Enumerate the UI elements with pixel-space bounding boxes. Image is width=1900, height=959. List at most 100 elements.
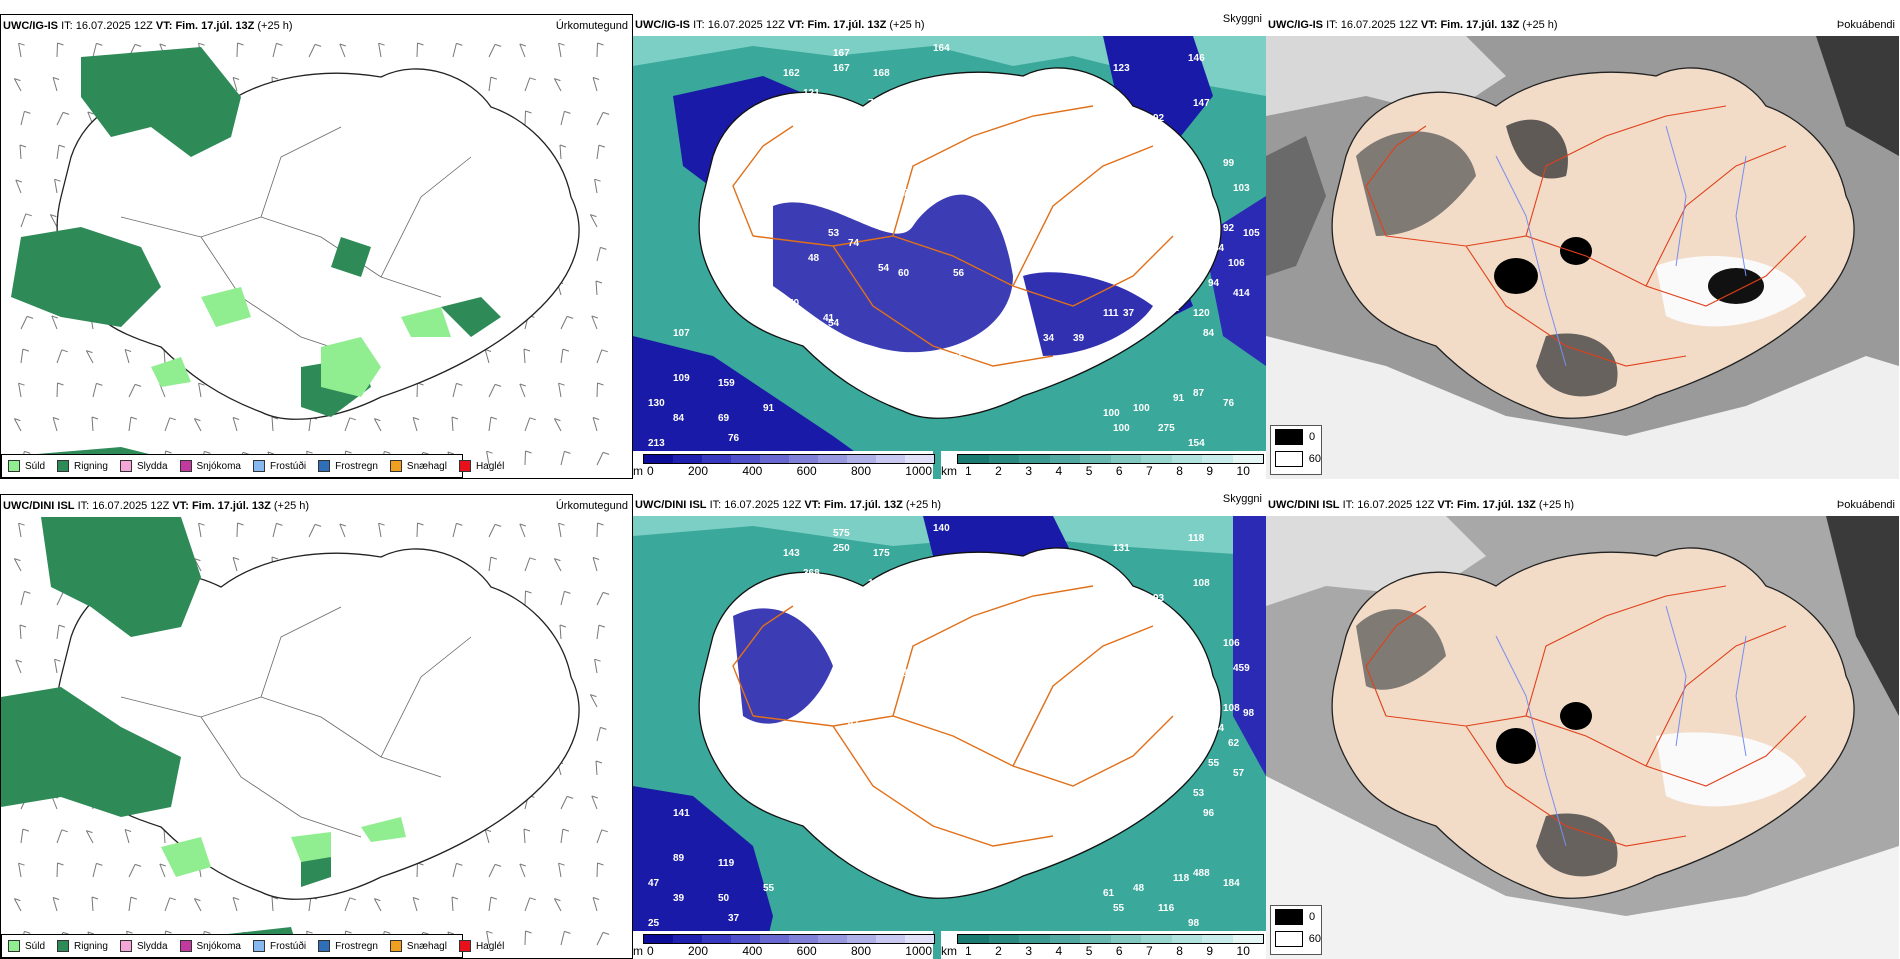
wind-barb-tick — [126, 930, 133, 934]
wind-barb-tick — [194, 558, 201, 562]
wind-barb-tick — [374, 898, 381, 902]
wind-barb — [559, 624, 562, 640]
ceiling-value-label: 175 — [823, 98, 840, 109]
wind-barb — [596, 145, 600, 160]
ceiling-value-label: 147 — [1193, 98, 1210, 109]
wind-barb-tick — [525, 930, 532, 934]
wind-barb — [486, 931, 490, 946]
wind-barb-tick — [374, 418, 381, 422]
wind-barb — [451, 896, 454, 912]
legend-swatch — [458, 460, 471, 472]
ceiling-value-label: 175 — [873, 548, 890, 559]
wind-barb — [54, 659, 58, 674]
panel-header: UWC/IG-IS IT: 16.07.2025 12Z VT: Fim. 17… — [1266, 14, 1899, 36]
wind-barb-tick — [130, 896, 138, 900]
wind-barb-tick — [529, 897, 536, 901]
wind-barb-tick — [19, 624, 27, 628]
scale-tick: 0 — [647, 464, 654, 478]
scale-color-step — [789, 455, 818, 463]
wind-barb-tick — [169, 897, 176, 901]
ceiling-value-label: 34 — [1043, 333, 1055, 344]
wind-barb-tick — [165, 930, 172, 934]
wind-barb — [232, 77, 238, 92]
wind-barb — [560, 316, 568, 330]
wind-barb-tick — [519, 523, 526, 527]
ceiling-scale: m 0 200 400 600 800 1000 — [633, 451, 935, 479]
wind-barb-tick — [600, 726, 607, 730]
wind-barb — [592, 557, 598, 572]
wind-barb — [595, 760, 598, 776]
wind-barb — [596, 625, 600, 640]
wind-barb — [560, 111, 565, 126]
scale-tick: 7 — [1146, 944, 1153, 958]
scale-color-step — [1080, 935, 1111, 943]
wind-barb — [92, 383, 97, 398]
wind-barb-tick — [169, 417, 176, 421]
scale-tick: 6 — [1115, 944, 1123, 958]
legend-label: Slydda — [136, 460, 168, 472]
wind-barb — [553, 78, 562, 92]
ceiling-value-label: 60 — [898, 268, 910, 279]
wind-barb-tick — [384, 450, 391, 454]
wind-barb — [452, 523, 457, 538]
ceiling-value-label: 123 — [1113, 63, 1130, 74]
wind-barb-tick — [306, 930, 313, 934]
scale-tick: 8 — [1176, 464, 1183, 478]
ceiling-value-label: 120 — [1193, 308, 1210, 319]
wind-barb-tick — [96, 382, 103, 386]
scale-color-step — [702, 455, 731, 463]
wind-barb — [412, 417, 418, 432]
wind-barb — [128, 897, 132, 912]
wind-barb — [272, 523, 277, 538]
ceiling-value-label: 39 — [1073, 333, 1085, 344]
ceiling-value-label: 414 — [1233, 288, 1250, 299]
ceiling-value-label: 28 — [963, 398, 975, 409]
scale-color-step — [847, 455, 876, 463]
ceiling-value-label: 164 — [933, 43, 950, 54]
ceiling-value-label: 35 — [953, 353, 965, 364]
wind-barb-tick — [519, 383, 526, 387]
legend-item: Haglél — [458, 460, 505, 472]
wind-barb-tick — [592, 897, 600, 900]
ceiling-value-label: 55 — [763, 883, 775, 894]
wind-barb-tick — [58, 144, 66, 148]
wind-barb-tick — [339, 43, 346, 47]
scale-tick: 10 — [1236, 464, 1250, 478]
wind-barb-tick — [598, 624, 606, 628]
wind-barb-tick — [558, 42, 565, 46]
wind-barb — [416, 382, 418, 398]
ceiling-value-label: 100 — [833, 653, 850, 664]
wind-barb-tick — [58, 624, 66, 628]
ceiling-value-label: 108 — [1193, 578, 1210, 589]
legend-label: Snjókoma — [196, 940, 241, 952]
wind-barb-tick — [61, 829, 68, 833]
wind-barb-tick — [26, 315, 34, 319]
wind-barb — [519, 523, 526, 538]
wind-barb-tick — [232, 897, 240, 900]
ceiling-value-label: 111 — [1103, 308, 1119, 319]
wind-barb — [308, 897, 312, 912]
ceiling-value-label: 76 — [1223, 398, 1235, 409]
wind-barb — [589, 214, 598, 228]
ceiling-value-label: 116 — [1158, 903, 1175, 914]
scale-color-step — [1110, 455, 1141, 463]
wind-barb — [560, 796, 568, 810]
fog-map — [1266, 516, 1899, 959]
ceiling-value-label: 46 — [823, 343, 835, 354]
wind-barb-tick — [558, 522, 565, 526]
ceiling-value-label: 140 — [933, 523, 950, 534]
ceiling-value-label: 118 — [1188, 533, 1205, 544]
legend-swatch — [318, 460, 331, 472]
wind-barb — [488, 44, 496, 58]
wind-barb-tick — [124, 829, 132, 832]
ceiling-value-label: 118 — [1173, 873, 1190, 884]
wind-barb-tick — [91, 416, 99, 420]
fog-legend: 0 60 — [1270, 425, 1322, 475]
ceiling-value-label: 84 — [1203, 328, 1215, 339]
panel-header: UWC/DINI ISL IT: 16.07.2025 12Z VT: Fim.… — [1, 495, 632, 517]
legend-swatch — [179, 460, 192, 472]
legend-label: Haglél — [475, 460, 505, 472]
wind-barb — [416, 522, 418, 538]
scale-color-step — [1049, 935, 1080, 943]
wind-barb-tick — [50, 214, 57, 218]
